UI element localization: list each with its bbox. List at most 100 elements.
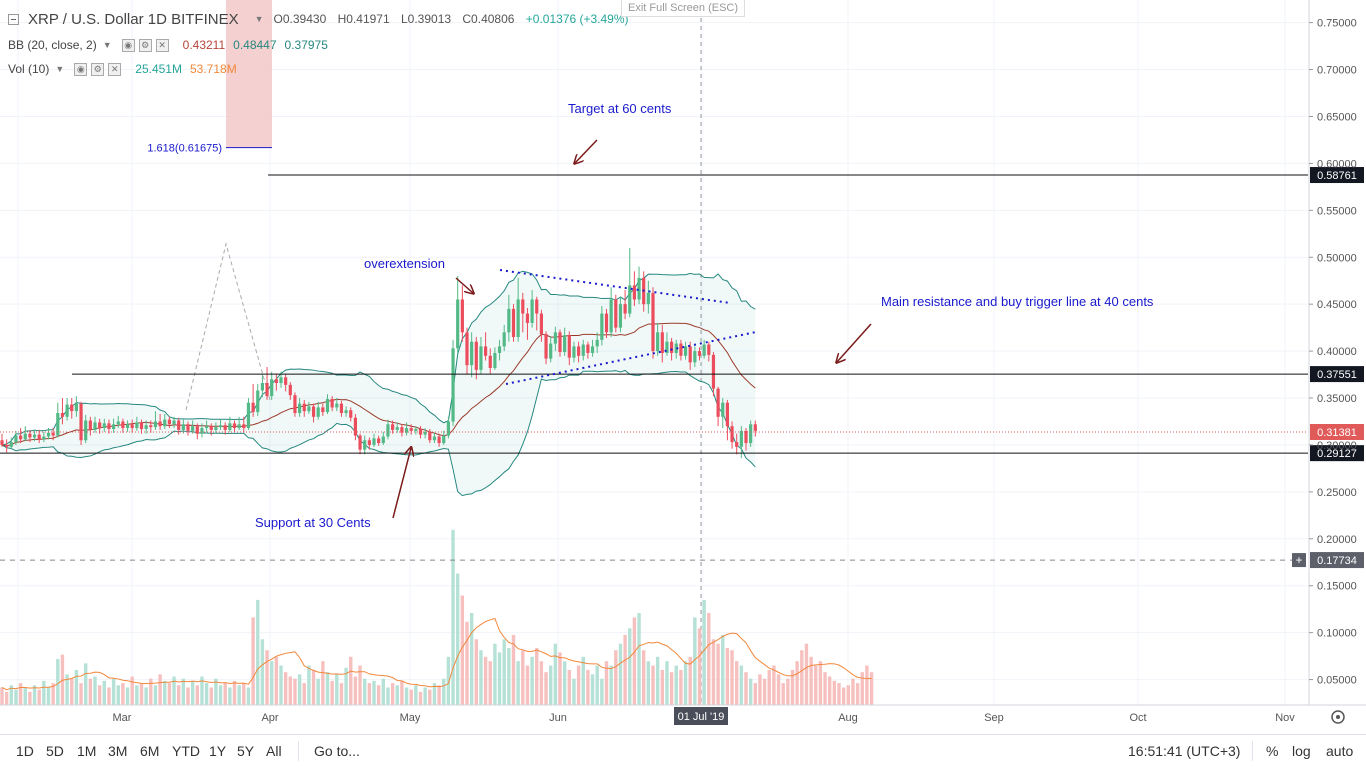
candle-body <box>149 425 153 428</box>
level-price-tag[interactable] <box>1310 552 1364 569</box>
annotation-text[interactable]: overextension <box>364 256 445 271</box>
change-value: +0.01376 (+3.49%) <box>525 12 629 26</box>
volume-bar <box>483 656 488 705</box>
candle-body <box>744 430 748 444</box>
symbol-title[interactable]: XRP / U.S. Dollar 1D BITFINEX <box>28 10 239 28</box>
annotation-arrow[interactable] <box>392 448 411 519</box>
timeframe-1m[interactable]: 1M <box>77 743 97 759</box>
level-price-tag[interactable] <box>1310 423 1364 440</box>
chevron-down-icon[interactable]: ▼ <box>254 14 264 24</box>
timeframe-5y[interactable]: 5Y <box>237 743 255 759</box>
annotation-arrow[interactable] <box>837 323 872 362</box>
collapse-icon[interactable] <box>8 13 19 25</box>
volume-bar <box>679 669 683 705</box>
candle-body <box>725 402 729 427</box>
candle-body <box>284 377 288 385</box>
close-icon[interactable]: ✕ <box>155 38 169 52</box>
volume-bar <box>576 665 581 705</box>
candle-body <box>205 426 209 429</box>
timeframe-1d[interactable]: 1D <box>16 743 34 759</box>
volume-bar <box>339 683 344 705</box>
bb-label[interactable]: BB (20, close, 2) <box>8 38 97 52</box>
volume-bar <box>107 687 111 705</box>
volume-bar <box>125 687 130 705</box>
volume-bar <box>65 674 69 705</box>
percent-scale-toggle[interactable]: % <box>1266 743 1279 759</box>
clock[interactable]: 16:51:41 (UTC+3) <box>1128 743 1241 759</box>
volume-bar <box>562 661 567 705</box>
level-price-tag[interactable] <box>1310 167 1364 184</box>
upper-trendline[interactable] <box>499 269 731 304</box>
low-value: L0.39013 <box>400 12 452 26</box>
timeframe-1y[interactable]: 1Y <box>209 743 227 759</box>
trendlines[interactable] <box>499 269 757 385</box>
time-tick-label: Oct <box>1129 712 1146 724</box>
volume-bar <box>195 685 199 705</box>
volume-bar <box>51 683 55 705</box>
time-axis[interactable]: Mar Apr May Jun 01 Jul '19 Aug Sep Oct Nov <box>0 704 1366 725</box>
volume-bar <box>400 680 404 705</box>
settings-icon[interactable]: ⚙ <box>138 38 152 52</box>
horizontal-levels[interactable]: 0.58761 0.37551 0.29127 0.31381 0.17734 + <box>0 167 1364 569</box>
candle-body <box>270 379 274 397</box>
annotation-arrow[interactable] <box>575 139 598 163</box>
lower-trendline[interactable] <box>505 331 757 385</box>
annotations[interactable]: Target at 60 cents overextension Main resi… <box>255 101 1154 530</box>
close-icon[interactable]: ✕ <box>108 62 122 76</box>
volume-bar <box>204 683 209 705</box>
level-price-tag[interactable] <box>1310 445 1364 462</box>
volume-bar <box>223 683 227 705</box>
auto-scale-toggle[interactable]: auto <box>1326 743 1354 759</box>
candle-body <box>623 304 627 314</box>
chevron-down-icon[interactable]: ▼ <box>55 64 65 74</box>
candle-body <box>507 308 511 333</box>
goto-date-button[interactable]: Go to... <box>314 743 360 759</box>
price-chart[interactable]: 1.618(0.61675) 0.58761 0.37551 0.29127 0.31… <box>0 0 1366 734</box>
time-tick-label: Jun <box>549 712 567 724</box>
chevron-down-icon[interactable]: ▼ <box>102 40 112 50</box>
candle-body <box>656 332 660 352</box>
timeframe-5d[interactable]: 5D <box>46 743 64 759</box>
settings-icon[interactable]: ⚙ <box>91 62 105 76</box>
volume-bar <box>790 669 795 705</box>
candle-body <box>377 438 381 444</box>
eye-icon[interactable]: ◉ <box>74 62 88 76</box>
candle-body <box>23 433 27 440</box>
timeframe-ytd[interactable]: YTD <box>172 743 200 759</box>
eye-icon[interactable]: ◉ <box>121 38 135 52</box>
annotation-text[interactable]: Support at 30 Cents <box>255 515 371 530</box>
volume-bar <box>102 680 106 705</box>
volume-bar <box>460 595 465 705</box>
volume-bar <box>651 665 655 705</box>
timeframe-6m[interactable]: 6M <box>140 743 160 759</box>
candle-body <box>465 332 469 366</box>
volume-bar <box>32 685 37 705</box>
volume-bar <box>814 665 818 705</box>
volume-bar <box>74 669 79 705</box>
fib-zone <box>226 0 272 148</box>
timeframe-3m[interactable]: 3M <box>108 743 128 759</box>
plus-icon[interactable]: + <box>1295 553 1302 567</box>
volume-bar <box>302 683 306 705</box>
volume-bar <box>642 650 646 705</box>
candle-body <box>670 341 674 353</box>
price-axis[interactable]: 0.75000 0.70000 0.65000 0.60000 0.55000 0.500… <box>1308 0 1357 705</box>
annotation-arrow[interactable] <box>455 277 473 293</box>
volume-bar <box>781 683 785 705</box>
volume-bar <box>800 650 804 705</box>
vol-label[interactable]: Vol (10) <box>8 62 50 76</box>
add-alert-icon[interactable] <box>1292 553 1306 568</box>
settings-gear-icon[interactable] <box>1331 710 1345 724</box>
annotation-text[interactable]: Main resistance and buy trigger line at … <box>881 294 1154 309</box>
time-tick-label: Mar <box>113 712 132 724</box>
volume-bar <box>511 634 516 705</box>
candle-body <box>70 404 74 412</box>
level-price-tag[interactable] <box>1310 366 1364 383</box>
log-scale-toggle[interactable]: log <box>1292 743 1311 759</box>
exit-fullscreen-hint[interactable]: Exit Full Screen (ESC) <box>621 0 746 17</box>
volume-bar <box>442 678 446 705</box>
timeframe-all[interactable]: All <box>266 743 282 759</box>
volume-bar <box>28 691 32 705</box>
candle-body <box>735 442 739 447</box>
annotation-text[interactable]: Target at 60 cents <box>568 101 672 116</box>
